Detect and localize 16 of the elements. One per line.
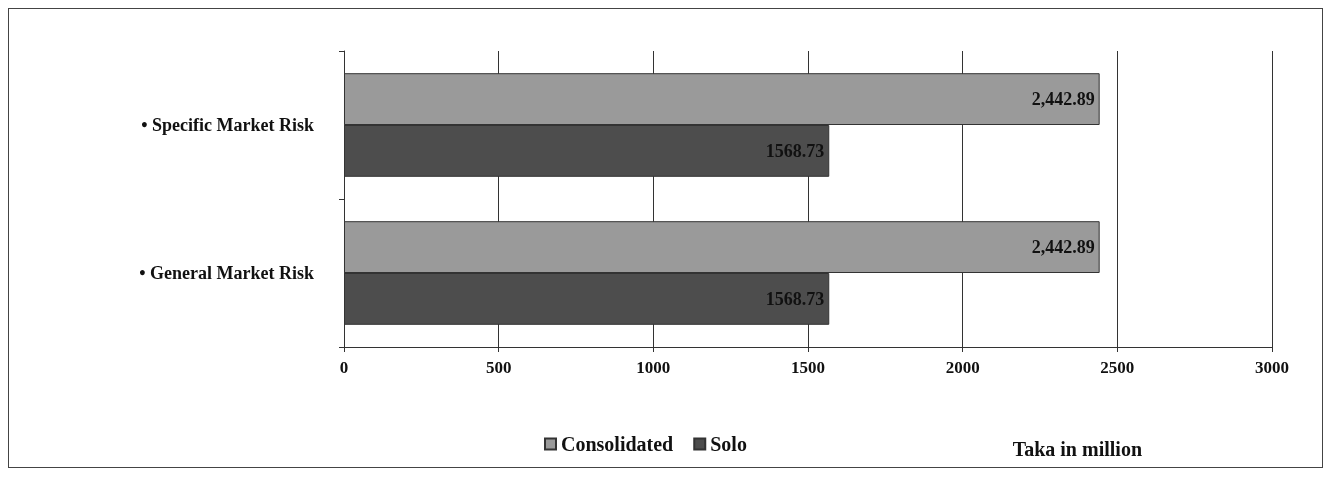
x-tick-label: 1000 (636, 358, 671, 377)
x-tick-label: 0 (339, 358, 349, 377)
y-tick-label: • Specific Market Risk (141, 115, 314, 135)
data-label: 1568.73 (765, 288, 825, 309)
x-tick-label: 1500 (791, 358, 825, 377)
y-tick-label: • General Market Risk (139, 263, 314, 283)
x-tick-label: 500 (485, 358, 512, 377)
data-label: 2,442.89 (1031, 237, 1095, 258)
x-axis-title: Taka in million (1012, 438, 1143, 460)
data-label: 2,442.89 (1031, 89, 1095, 110)
x-tick-label: 2000 (945, 358, 980, 377)
legend-label: Consolidated (561, 433, 674, 455)
legend-label: Solo (710, 433, 747, 455)
x-tick-label: 3000 (1255, 358, 1289, 377)
data-label: 1568.73 (765, 140, 825, 161)
x-tick-label: 2500 (1100, 358, 1135, 377)
